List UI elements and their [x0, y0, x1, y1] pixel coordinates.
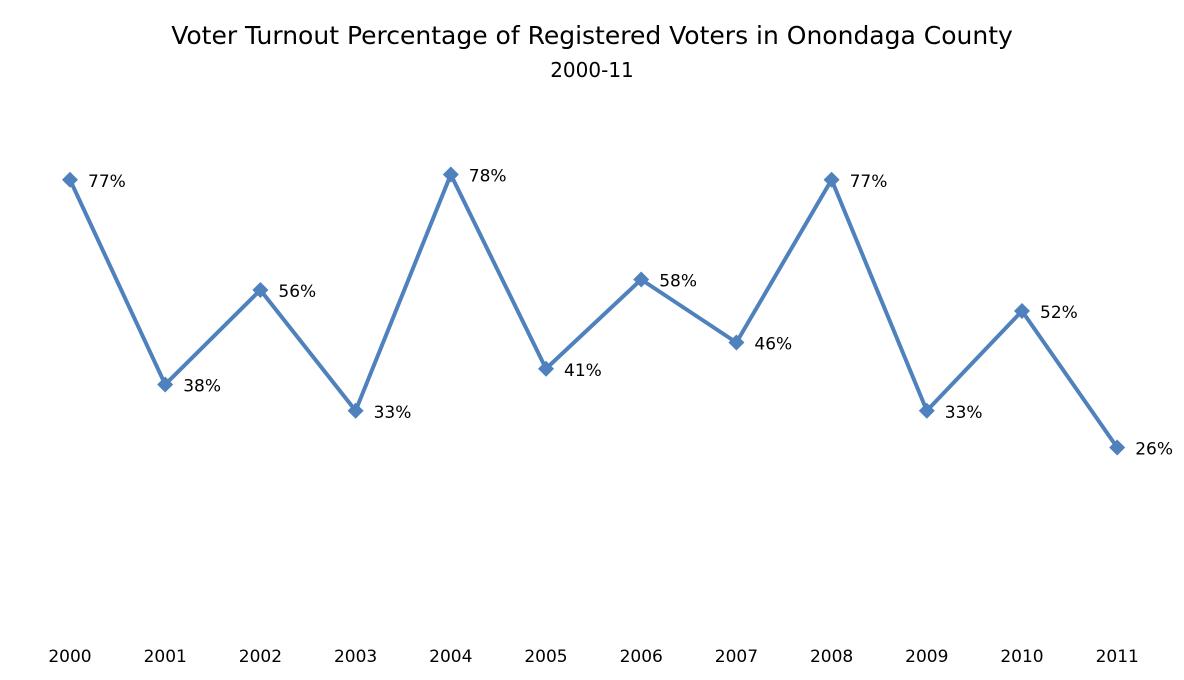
x-tick-label: 2006 — [620, 647, 663, 667]
data-label: 77% — [88, 172, 126, 192]
data-point-marker — [62, 171, 78, 188]
data-label: 58% — [659, 272, 697, 292]
data-labels: 77% 38% 56% 33% 78% 41% 58% 46% 77% 33% 52% 26% — [88, 167, 1173, 460]
chart-subtitle: 2000-11 — [550, 58, 634, 82]
data-point-marker — [1109, 439, 1126, 456]
data-label: 33% — [945, 403, 983, 423]
x-tick-label: 2007 — [715, 647, 758, 667]
x-tick-label: 2010 — [1000, 647, 1043, 667]
data-point-marker — [252, 282, 269, 298]
series-line — [68, 172, 1119, 449]
x-tick-label: 2008 — [810, 647, 853, 667]
chart-title: Voter Turnout Percentage of Registered V… — [171, 21, 1013, 50]
data-label: 56% — [278, 282, 316, 302]
x-tick-label: 2000 — [48, 647, 91, 667]
data-point-marker — [442, 166, 459, 183]
data-label: 46% — [754, 335, 792, 355]
data-label: 77% — [850, 172, 888, 192]
data-point-marker — [918, 402, 935, 419]
data-label: 41% — [564, 361, 602, 381]
data-point-marker — [823, 171, 840, 188]
x-tick-label: 2011 — [1096, 647, 1139, 667]
data-point-marker — [538, 360, 554, 377]
x-axis-ticks: 2000 2001 2002 2003 2004 2005 2006 2007 2008 2009… — [48, 647, 1138, 667]
data-label: 33% — [374, 403, 412, 423]
data-point-marker — [633, 271, 650, 288]
plot-area — [62, 166, 1126, 456]
data-point-marker — [347, 402, 364, 419]
x-tick-label: 2005 — [524, 647, 567, 667]
x-tick-label: 2009 — [905, 647, 948, 667]
data-point-marker — [728, 334, 745, 351]
x-tick-label: 2003 — [334, 647, 377, 667]
data-label: 26% — [1135, 440, 1173, 460]
data-point-marker — [1014, 303, 1030, 319]
data-label: 78% — [469, 167, 507, 187]
x-tick-label: 2001 — [144, 647, 187, 667]
x-tick-label: 2004 — [429, 647, 472, 667]
data-point-marker — [157, 376, 174, 393]
data-label: 38% — [183, 377, 221, 397]
x-tick-label: 2002 — [239, 647, 282, 667]
data-label: 52% — [1040, 303, 1078, 323]
